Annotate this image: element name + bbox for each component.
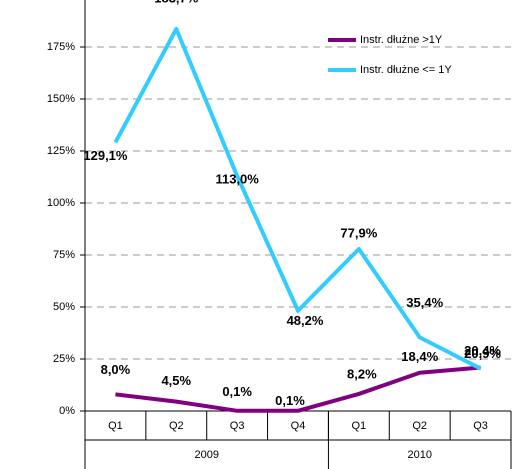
data-label: 8,2% (347, 366, 377, 381)
group-label: 2009 (194, 449, 218, 461)
x-tick-label: Q3 (473, 420, 488, 432)
data-label: 8,0% (101, 362, 131, 377)
data-label: 129,1% (83, 148, 128, 163)
data-label: 4,5% (161, 373, 191, 388)
x-tick-label: Q4 (291, 420, 306, 432)
legend-label: Instr. dłużne >1Y (360, 34, 443, 46)
x-tick-label: Q1 (352, 420, 367, 432)
y-tick-label: 75% (53, 249, 75, 261)
data-label: 18,4% (401, 349, 438, 364)
data-label: 20,4% (464, 343, 501, 358)
y-tick-label: 150% (47, 93, 75, 105)
y-tick-label: 200% (47, 0, 75, 1)
y-tick-label: 25% (53, 353, 75, 365)
x-tick-label: Q1 (108, 420, 123, 432)
line-series (115, 365, 481, 413)
y-tick-label: 0% (59, 405, 75, 417)
y-tick-label: 50% (53, 301, 75, 313)
legend-label: Instr. dłużne <= 1Y (360, 64, 452, 76)
y-tick-label: 125% (47, 145, 75, 157)
line-series (113, 26, 482, 371)
y-tick-label: 100% (47, 197, 75, 209)
x-tick-label: Q3 (230, 420, 245, 432)
x-tick-label: Q2 (412, 420, 427, 432)
data-label: 0,1% (222, 384, 252, 399)
data-label: 113,0% (215, 171, 259, 186)
group-label: 2010 (407, 449, 431, 461)
x-tick-label: Q2 (169, 420, 184, 432)
data-label: 77,9% (340, 225, 377, 240)
data-label: 183,7% (154, 0, 199, 5)
data-label: 48,2% (287, 313, 324, 328)
y-tick-label: 175% (47, 41, 75, 53)
data-label: 35,4% (406, 295, 443, 310)
data-label: 0,1% (275, 393, 305, 408)
data-label: 20,9% (464, 346, 501, 361)
